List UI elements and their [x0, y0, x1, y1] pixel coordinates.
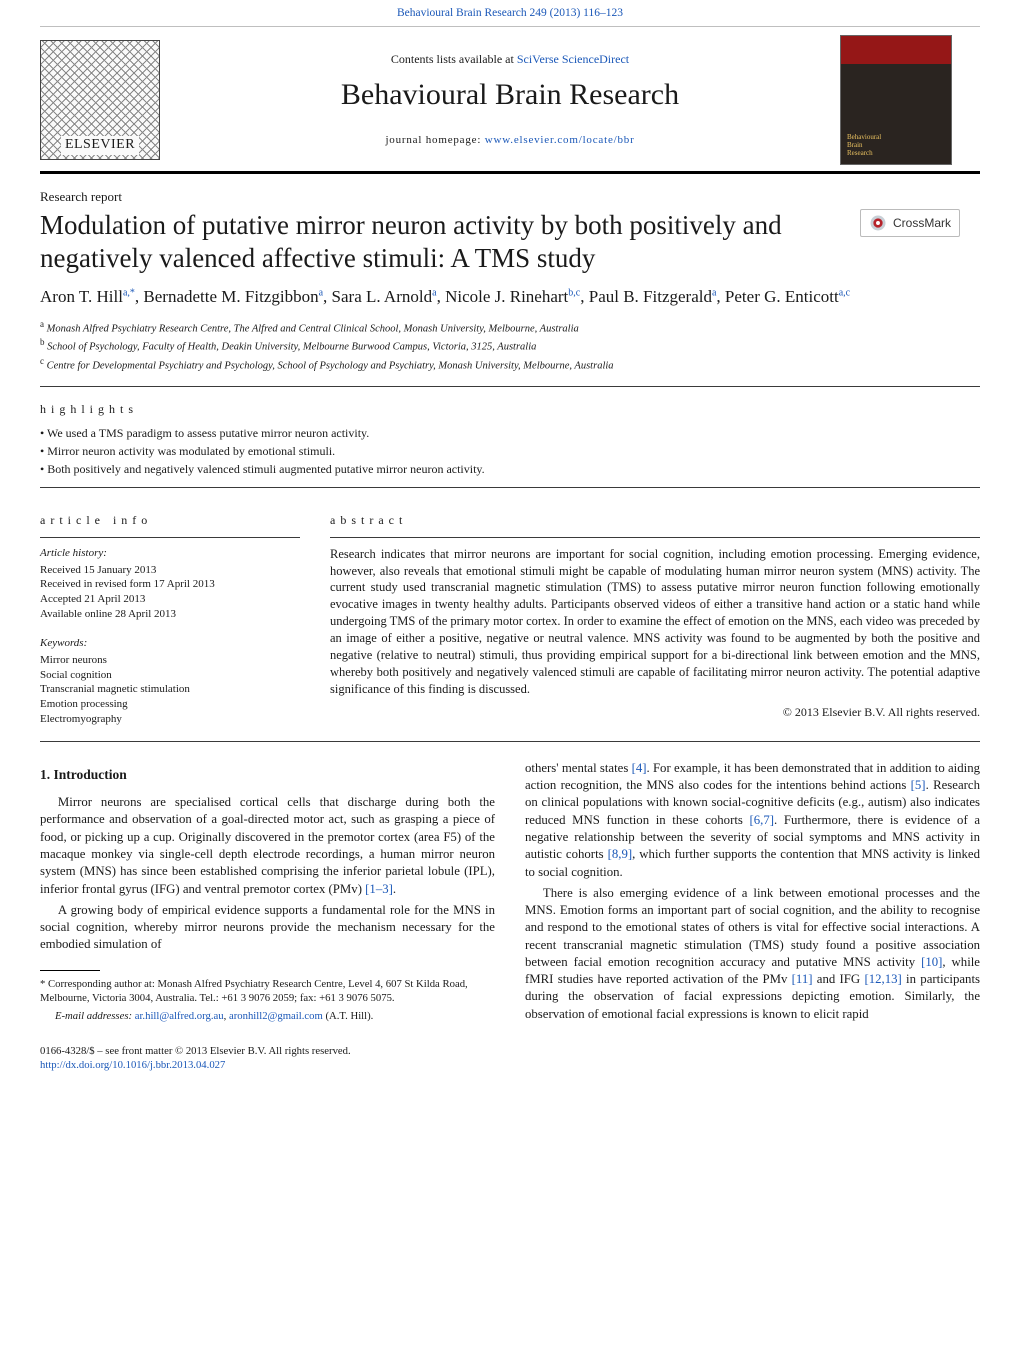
- email-label: E-mail addresses:: [55, 1010, 135, 1022]
- highlights-heading: highlights: [40, 401, 980, 417]
- affiliations: a Monash Alfred Psychiatry Research Cent…: [40, 318, 980, 374]
- author-email-link[interactable]: ar.hill@alfred.org.au: [135, 1010, 224, 1022]
- divider: [40, 537, 300, 538]
- citation-link[interactable]: [6,7]: [750, 813, 775, 827]
- corresponding-author-footnote: * Corresponding author at: Monash Alfred…: [40, 977, 495, 1024]
- masthead-center: Contents lists available at SciVerse Sci…: [192, 51, 828, 149]
- page-footer: 0166-4328/$ – see front matter © 2013 El…: [0, 1044, 1020, 1093]
- crossmark-label: CrossMark: [893, 215, 951, 231]
- keywords-list: Mirror neuronsSocial cognitionTranscrani…: [40, 653, 300, 727]
- abstract-heading: abstract: [330, 512, 980, 528]
- cover-label: Behavioural Brain Research: [847, 134, 881, 157]
- body-paragraph: Mirror neurons are specialised cortical …: [40, 794, 495, 898]
- citation-link[interactable]: [1–3]: [365, 882, 393, 896]
- divider: [40, 487, 980, 488]
- abstract-column: abstract Research indicates that mirror …: [330, 498, 980, 726]
- crossmark-badge[interactable]: CrossMark: [860, 209, 960, 237]
- citation-link[interactable]: [10]: [921, 955, 942, 969]
- citation-link[interactable]: [11]: [792, 972, 813, 986]
- highlights-list: We used a TMS paradigm to assess putativ…: [40, 425, 980, 478]
- highlight-item: Mirror neuron activity was modulated by …: [40, 443, 980, 459]
- journal-name: Behavioural Brain Research: [192, 75, 828, 116]
- citation-link[interactable]: [4]: [632, 761, 647, 775]
- footer-copyright: 0166-4328/$ – see front matter © 2013 El…: [40, 1044, 980, 1058]
- keywords-label: Keywords:: [40, 636, 300, 651]
- divider: [40, 386, 980, 387]
- citation-link[interactable]: [8,9]: [608, 847, 633, 861]
- article-history: Received 15 January 2013Received in revi…: [40, 563, 300, 622]
- body-paragraph: A growing body of empirical evidence sup…: [40, 902, 495, 954]
- highlight-item: We used a TMS paradigm to assess putativ…: [40, 425, 980, 441]
- authors: Aron T. Hilla,*, Bernadette M. Fitzgibbo…: [40, 285, 980, 310]
- article-info-column: article info Article history: Received 1…: [40, 498, 300, 726]
- doi-link[interactable]: http://dx.doi.org/10.1016/j.bbr.2013.04.…: [40, 1059, 225, 1071]
- publisher-logo-text: ELSEVIER: [61, 136, 139, 155]
- highlight-item: Both positively and negatively valenced …: [40, 461, 980, 477]
- contents-line-prefix: Contents lists available at: [391, 52, 517, 66]
- publisher-logo: ELSEVIER: [40, 40, 160, 160]
- sciencedirect-link[interactable]: SciVerse ScienceDirect: [517, 52, 629, 66]
- journal-homepage-link[interactable]: www.elsevier.com/locate/bbr: [485, 134, 635, 146]
- divider: [40, 741, 980, 742]
- article-history-label: Article history:: [40, 546, 300, 561]
- homepage-prefix: journal homepage:: [385, 134, 484, 146]
- citation-link[interactable]: [12,13]: [864, 972, 901, 986]
- body-paragraph: There is also emerging evidence of a lin…: [525, 885, 980, 1023]
- footnote-rule: [40, 970, 100, 971]
- article-title: Modulation of putative mirror neuron act…: [40, 209, 848, 275]
- article-info-heading: article info: [40, 512, 300, 528]
- article-type-label: Research report: [40, 188, 980, 206]
- body-paragraph: others' mental states [4]. For example, …: [525, 760, 980, 881]
- header-citation-link[interactable]: Behavioural Brain Research 249 (2013) 11…: [397, 7, 623, 19]
- citation-link[interactable]: [5]: [911, 778, 926, 792]
- section-heading: 1. Introduction: [40, 766, 495, 784]
- masthead: ELSEVIER Contents lists available at Sci…: [0, 27, 1020, 171]
- body-text: 1. Introduction Mirror neurons are speci…: [40, 760, 980, 1028]
- journal-cover-thumbnail: Behavioural Brain Research: [840, 35, 952, 165]
- abstract-text: Research indicates that mirror neurons a…: [330, 546, 980, 698]
- crossmark-icon: [869, 214, 887, 232]
- divider: [330, 537, 980, 538]
- author-email-link[interactable]: aronhill2@gmail.com: [229, 1010, 323, 1022]
- abstract-copyright: © 2013 Elsevier B.V. All rights reserved…: [330, 704, 980, 720]
